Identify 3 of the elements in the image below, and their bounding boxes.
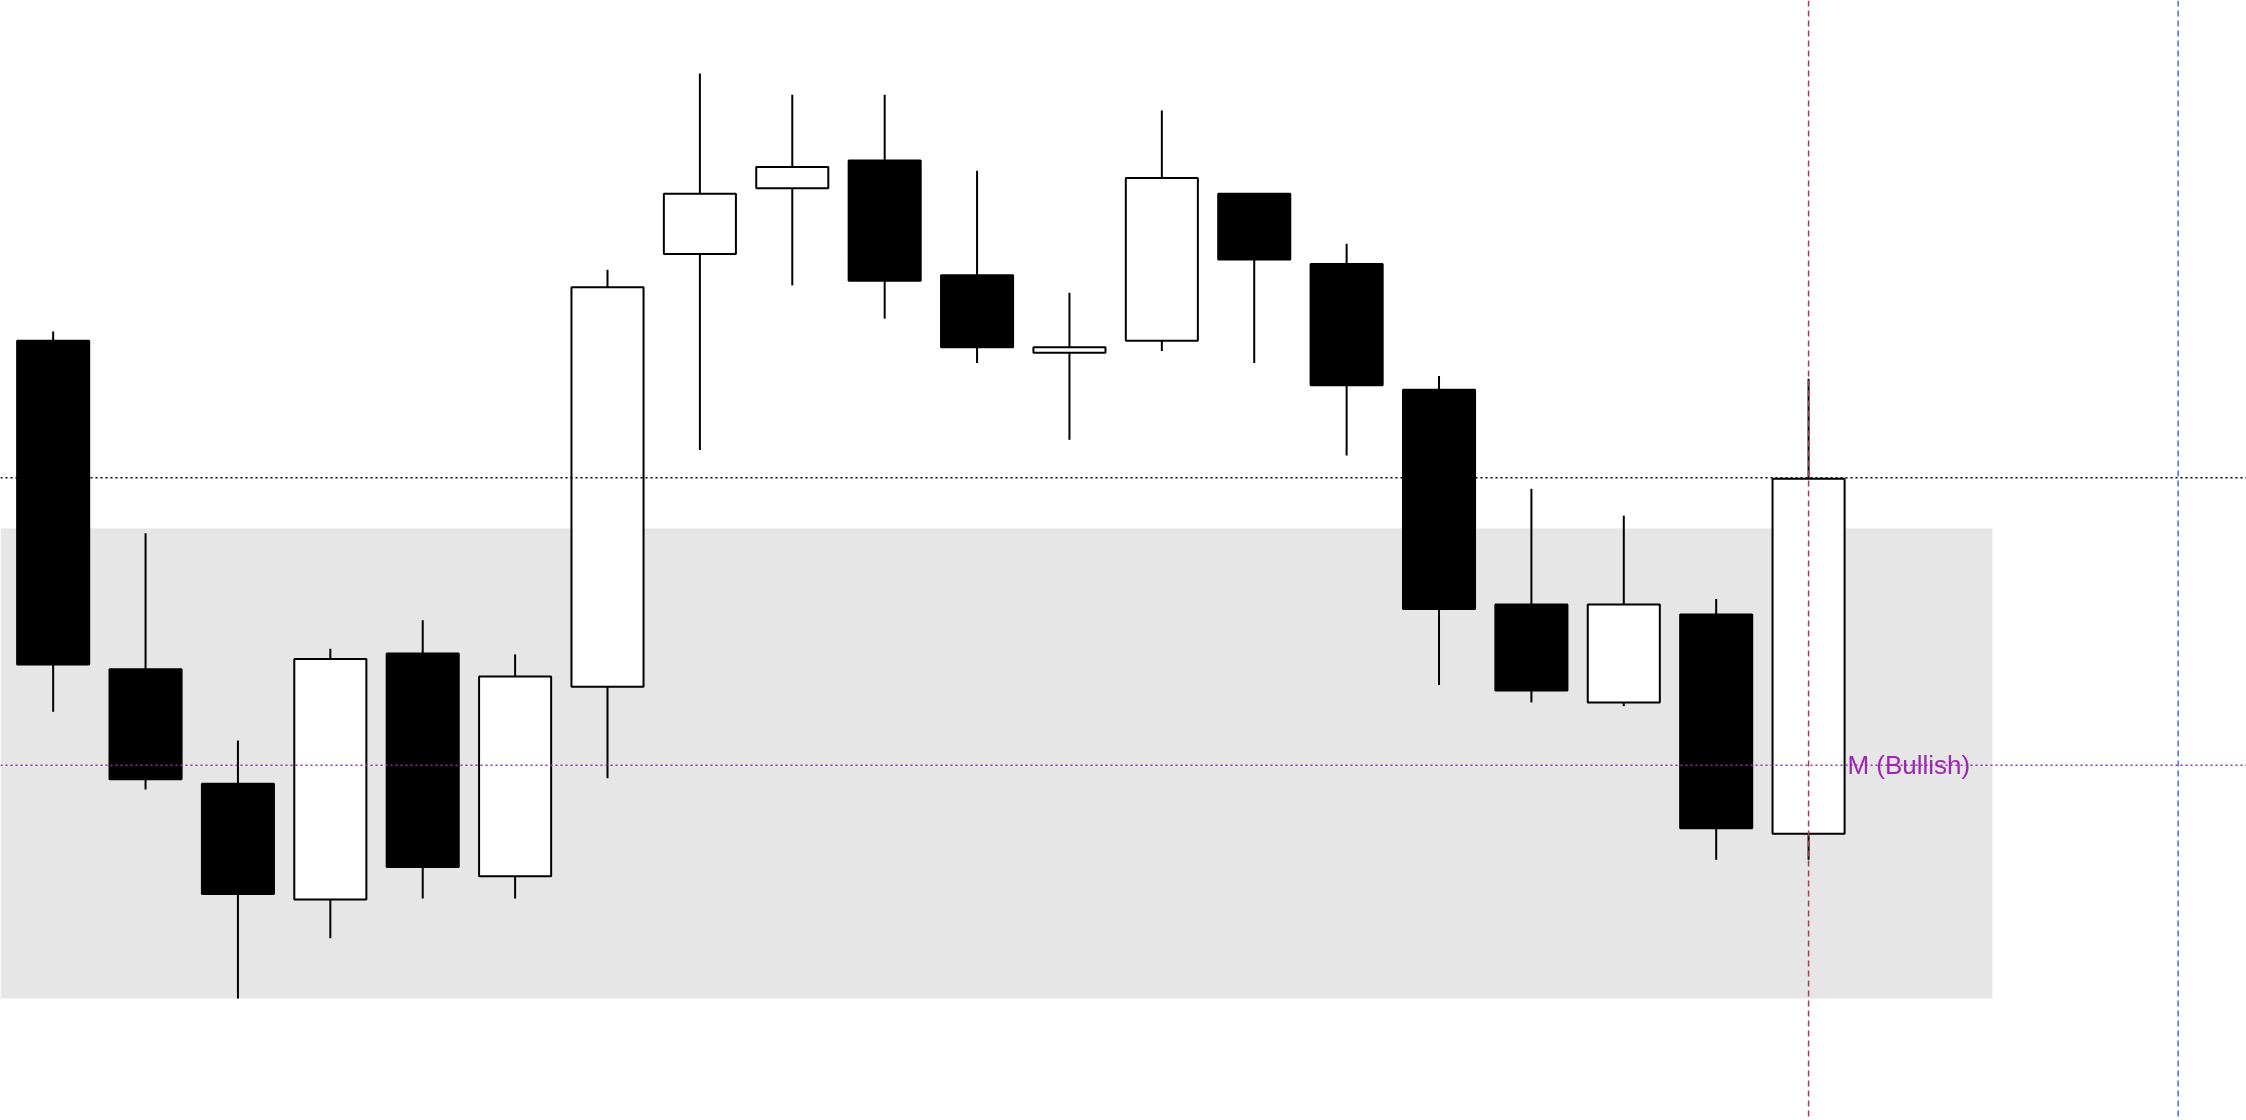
- candlestick: [1032, 291, 1107, 441]
- candlestick: [755, 93, 830, 287]
- ref-line-label: M (Bullish): [1847, 750, 1971, 781]
